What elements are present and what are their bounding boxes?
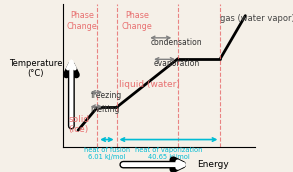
- Text: Energy: Energy: [197, 160, 229, 169]
- Text: condensation: condensation: [150, 38, 202, 47]
- Text: evaporation: evaporation: [154, 59, 200, 68]
- Text: heat of vaporization
40.65 kJ/mol: heat of vaporization 40.65 kJ/mol: [135, 147, 202, 160]
- Text: melting: melting: [91, 105, 120, 114]
- Text: Temperature
(°C): Temperature (°C): [9, 59, 62, 78]
- Text: Phase
Change: Phase Change: [121, 11, 152, 31]
- Text: solid
(ice): solid (ice): [69, 115, 90, 134]
- Text: Phase
Change: Phase Change: [67, 11, 97, 31]
- Text: heat of fusion
6.01 kJ/mol: heat of fusion 6.01 kJ/mol: [84, 147, 130, 160]
- Text: gas (water vapor): gas (water vapor): [220, 14, 293, 23]
- Text: freezing: freezing: [91, 91, 122, 100]
- Text: liquid (water): liquid (water): [120, 80, 180, 89]
